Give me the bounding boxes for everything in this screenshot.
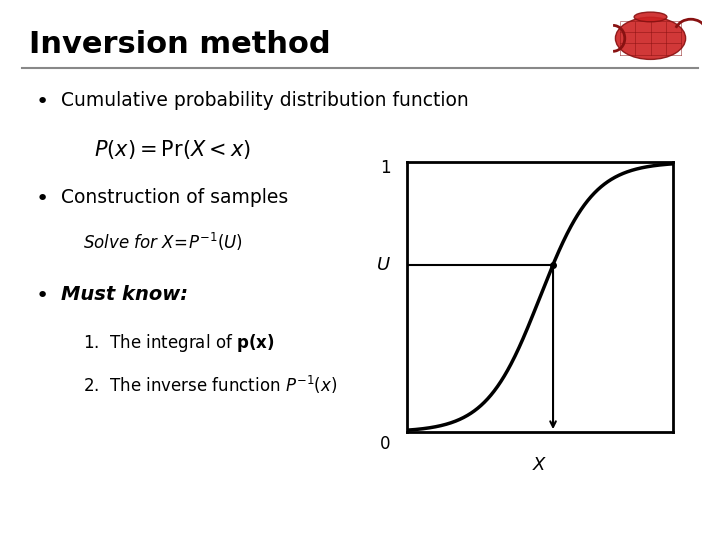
Text: Solve for $X\!=\!P^{-1}(U)$: Solve for $X\!=\!P^{-1}(U)$ — [83, 231, 243, 253]
Text: 2.  The inverse function $P^{-1}(x)$: 2. The inverse function $P^{-1}(x)$ — [83, 374, 337, 396]
Text: •: • — [36, 92, 49, 112]
Text: $U$: $U$ — [376, 255, 391, 274]
Text: 1.  The integral of $\mathbf{p(x)}$: 1. The integral of $\mathbf{p(x)}$ — [83, 332, 274, 354]
Text: Inversion method: Inversion method — [29, 30, 330, 59]
Ellipse shape — [634, 12, 667, 22]
Text: 0: 0 — [380, 435, 391, 453]
Text: Construction of samples: Construction of samples — [61, 188, 289, 207]
Text: •: • — [36, 189, 49, 209]
Text: $X$: $X$ — [532, 456, 548, 474]
Text: Must know:: Must know: — [61, 285, 188, 304]
Text: $P(x) = \mathrm{Pr}(X < x)$: $P(x) = \mathrm{Pr}(X < x)$ — [94, 138, 251, 161]
Text: •: • — [36, 286, 49, 306]
Text: Cumulative probability distribution function: Cumulative probability distribution func… — [61, 91, 469, 110]
Ellipse shape — [616, 17, 685, 59]
Text: 1: 1 — [380, 159, 391, 177]
